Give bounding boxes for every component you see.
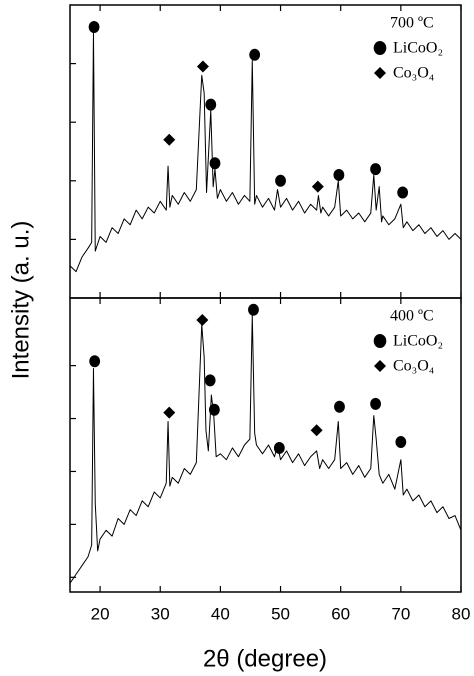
phase-marker: [273, 441, 285, 454]
phase-marker: [310, 424, 323, 437]
x-tick-label: 40: [211, 604, 230, 623]
phase-marker: [204, 374, 216, 387]
phase-marker: [196, 314, 209, 327]
legend-label: LiCoO₂: [393, 333, 443, 350]
legend-symbol: [374, 67, 386, 79]
plot-frame: [69, 297, 462, 593]
pattern-line: [69, 315, 462, 584]
phase-marker: [334, 400, 345, 413]
x-tick-label: 20: [91, 604, 110, 623]
legend-symbol: [373, 41, 387, 55]
legend-label: Co₃O₄: [393, 65, 435, 82]
legend-label: Co₃O₄: [393, 358, 435, 375]
x-tick-label: 80: [452, 604, 471, 623]
legend-label: LiCoO₂: [393, 40, 443, 57]
pattern-line: [69, 30, 462, 273]
x-tick-label: 50: [271, 604, 290, 623]
phase-marker: [89, 355, 101, 368]
phase-marker: [208, 403, 220, 416]
phase-marker: [275, 174, 286, 187]
phase-marker: [163, 133, 176, 146]
phase-marker: [333, 168, 345, 181]
phase-marker: [196, 60, 209, 73]
phase-marker: [248, 303, 259, 316]
phase-marker: [397, 186, 409, 199]
y-axis-label: Intensity (a. u.): [7, 221, 34, 380]
phase-marker: [370, 397, 381, 410]
legend-symbol: [373, 334, 387, 348]
phase-marker: [311, 180, 324, 193]
phase-marker: [88, 20, 100, 33]
phase-marker: [205, 98, 217, 111]
x-tick-label: 70: [391, 604, 410, 623]
phase-marker: [370, 163, 381, 176]
temperature-label: 700 ºC: [390, 15, 434, 32]
legend-symbol: [374, 360, 386, 372]
phase-marker: [163, 406, 176, 419]
temperature-label: 400 ºC: [390, 308, 434, 325]
phase-marker: [209, 157, 221, 170]
phase-marker: [249, 48, 261, 61]
x-axis-label: 2θ (degree): [203, 645, 327, 672]
x-tick-label: 60: [331, 604, 350, 623]
phase-marker: [395, 436, 407, 449]
x-tick-label: 30: [151, 604, 170, 623]
